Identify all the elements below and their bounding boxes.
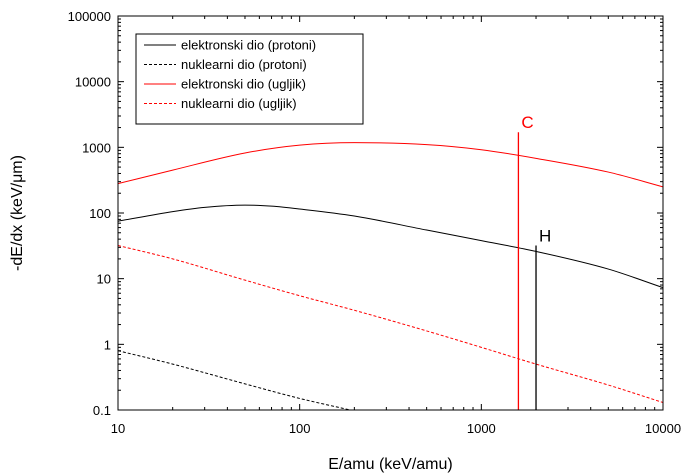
legend-label: nuklearni dio (protoni) [181, 57, 307, 72]
y-tick-label: 0.1 [93, 403, 111, 418]
y-tick-label: 10000 [75, 75, 111, 90]
series-line-1 [117, 350, 351, 411]
series-line-2 [117, 142, 664, 188]
marker-label-c: C [521, 113, 533, 132]
legend-box [135, 33, 364, 125]
series-line-3 [117, 245, 664, 403]
legend-label: elektronski dio (protoni) [181, 38, 316, 53]
y-tick-label: 100 [89, 206, 111, 221]
x-axis-title: E/amu (keV/amu) [328, 456, 452, 473]
series-line-0 [117, 204, 664, 289]
series-layer [117, 142, 664, 411]
legend: elektronski dio (protoni) nuklearni dio (… [135, 33, 364, 125]
y-tick-label: 100000 [68, 9, 111, 24]
x-tick-label: 100 [289, 421, 311, 436]
y-tick-label: 10 [97, 272, 111, 287]
x-tick-label: 10000 [645, 421, 681, 436]
y-tick-label: 1 [104, 337, 111, 352]
ticks-layer: 10 100 1000 10000 0.1 1 10 100 1000 10000 100000 [68, 9, 681, 436]
marker-lines-layer: CH [517, 113, 551, 410]
x-tick-label: 10 [111, 421, 125, 436]
x-tick-label: 1000 [467, 421, 496, 436]
y-axis-title: -dE/dx (keV/μm) [9, 155, 26, 271]
legend-label: nuklearni dio (ugljik) [181, 96, 297, 111]
marker-label-h: H [539, 226, 551, 245]
y-tick-label: 1000 [82, 140, 111, 155]
legend-label: elektronski dio (ugljik) [181, 77, 306, 92]
